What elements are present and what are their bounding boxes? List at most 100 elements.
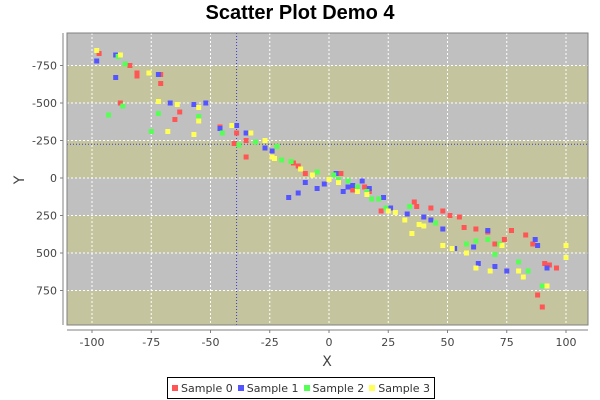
data-point bbox=[155, 111, 161, 116]
data-point bbox=[546, 262, 552, 268]
data-point bbox=[243, 154, 249, 160]
data-point bbox=[407, 204, 413, 209]
y-tick-label: 500 bbox=[36, 247, 57, 260]
data-point bbox=[492, 252, 498, 257]
data-point bbox=[155, 72, 161, 77]
data-point bbox=[539, 304, 545, 310]
data-point bbox=[414, 204, 420, 209]
data-point bbox=[219, 130, 225, 136]
data-point bbox=[326, 177, 332, 182]
data-point bbox=[421, 223, 427, 229]
data-point bbox=[433, 220, 439, 226]
plot-band bbox=[67, 215, 588, 253]
x-tick-label: 25 bbox=[381, 336, 395, 349]
y-tick-label: 0 bbox=[50, 172, 57, 185]
data-point bbox=[409, 231, 415, 236]
data-point bbox=[167, 100, 173, 106]
data-point bbox=[499, 243, 505, 248]
data-point bbox=[120, 103, 126, 109]
data-point bbox=[314, 186, 320, 191]
data-point bbox=[174, 102, 180, 107]
y-tick-label: 250 bbox=[36, 210, 57, 223]
data-point bbox=[172, 117, 178, 122]
data-point bbox=[158, 81, 164, 86]
y-tick-label: -750 bbox=[32, 60, 57, 73]
data-point bbox=[456, 214, 462, 220]
data-point bbox=[253, 139, 258, 145]
data-point bbox=[376, 196, 382, 202]
data-point bbox=[165, 129, 171, 134]
data-point bbox=[402, 217, 408, 223]
x-tick-label: -75 bbox=[142, 336, 160, 349]
chart-title: Scatter Plot Demo 4 bbox=[205, 2, 395, 24]
data-point bbox=[248, 130, 254, 136]
data-point bbox=[279, 157, 285, 163]
y-axis: -750 -500 -250 0 250 500 750 bbox=[32, 33, 64, 325]
y-axis-label: Y bbox=[12, 175, 28, 185]
data-point bbox=[487, 268, 493, 274]
data-point bbox=[196, 114, 202, 119]
data-point bbox=[272, 156, 277, 161]
data-point bbox=[449, 246, 455, 251]
data-point bbox=[96, 51, 102, 56]
legend-label: Sample 3 bbox=[378, 381, 430, 395]
data-point bbox=[122, 61, 128, 67]
x-tick-label: 50 bbox=[441, 336, 455, 349]
data-point bbox=[234, 123, 240, 128]
data-point bbox=[359, 178, 365, 184]
data-point bbox=[155, 99, 161, 104]
data-point bbox=[473, 238, 479, 244]
data-point bbox=[286, 195, 292, 200]
data-point bbox=[492, 241, 498, 247]
data-point bbox=[354, 184, 360, 190]
data-point bbox=[127, 63, 133, 68]
data-point bbox=[229, 123, 235, 128]
data-point bbox=[288, 159, 294, 164]
data-point bbox=[421, 214, 427, 220]
data-point bbox=[364, 192, 370, 197]
data-point bbox=[563, 243, 569, 248]
data-point bbox=[535, 243, 541, 248]
data-point bbox=[428, 217, 434, 223]
data-point bbox=[134, 73, 140, 79]
data-point bbox=[544, 265, 550, 271]
data-point bbox=[416, 222, 422, 227]
data-point bbox=[535, 292, 541, 298]
data-point bbox=[554, 265, 559, 271]
data-point bbox=[243, 130, 249, 136]
data-point bbox=[236, 142, 242, 148]
data-point bbox=[392, 210, 398, 215]
data-point bbox=[350, 187, 356, 193]
data-point bbox=[369, 196, 375, 202]
data-point bbox=[269, 148, 275, 154]
data-point bbox=[411, 199, 417, 205]
plot-band bbox=[67, 178, 588, 216]
data-point bbox=[338, 171, 344, 176]
data-point bbox=[298, 166, 304, 172]
legend-swatch-icon bbox=[369, 385, 376, 391]
data-point bbox=[262, 145, 268, 151]
plot-area-border bbox=[66, 32, 589, 326]
series-3 bbox=[94, 48, 569, 289]
data-point bbox=[336, 180, 341, 185]
plot-band bbox=[67, 290, 588, 325]
x-tick-label: 75 bbox=[500, 336, 514, 349]
data-point bbox=[473, 226, 479, 232]
data-point bbox=[520, 274, 526, 280]
data-point bbox=[381, 195, 386, 200]
data-point bbox=[234, 130, 240, 136]
data-point bbox=[461, 225, 467, 230]
data-point bbox=[364, 189, 370, 194]
legend-label: Sample 0 bbox=[181, 381, 233, 395]
data-point bbox=[485, 237, 491, 242]
legend-item-sample-1: Sample 1 bbox=[237, 382, 299, 395]
data-point bbox=[191, 102, 197, 107]
y-tick-label: 750 bbox=[36, 285, 57, 298]
data-point bbox=[309, 172, 315, 178]
data-point bbox=[217, 126, 223, 131]
data-point bbox=[530, 241, 536, 247]
data-point bbox=[331, 172, 337, 178]
legend-label: Sample 2 bbox=[312, 381, 365, 395]
data-point bbox=[516, 268, 522, 274]
